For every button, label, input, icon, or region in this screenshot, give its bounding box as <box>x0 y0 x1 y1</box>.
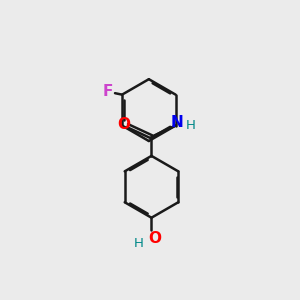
Text: H: H <box>186 119 196 132</box>
Text: F: F <box>103 84 113 99</box>
Text: O: O <box>148 231 161 246</box>
Text: O: O <box>117 117 130 132</box>
Text: N: N <box>170 115 183 130</box>
Text: H: H <box>134 237 144 250</box>
